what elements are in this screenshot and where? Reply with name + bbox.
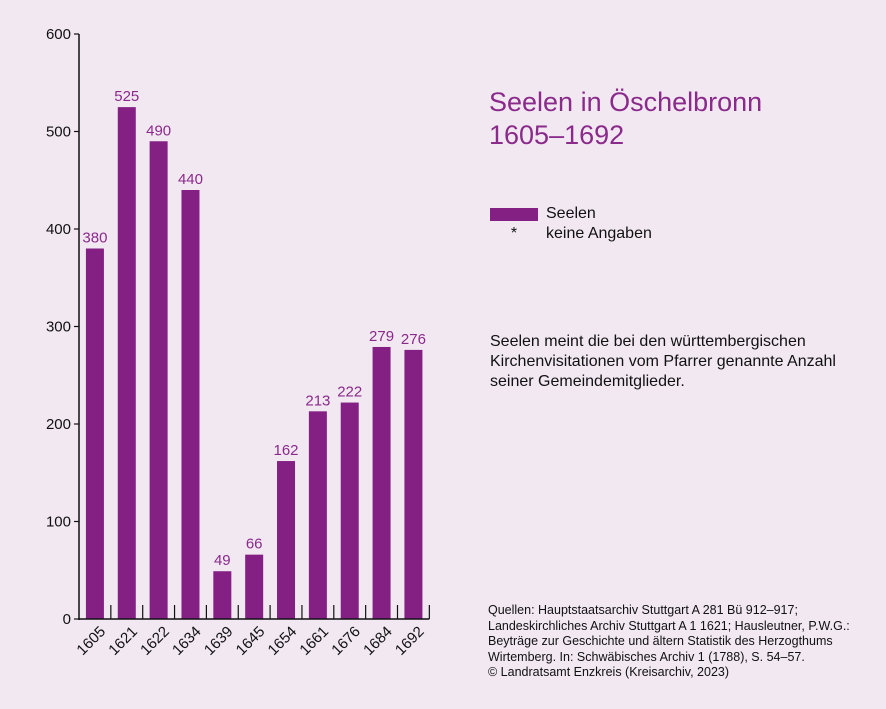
y-tick-label: 100: [46, 514, 71, 531]
y-tick-label: 600: [46, 26, 71, 43]
chart-title-line-2: 1605–1692: [489, 120, 625, 150]
x-tick-label: 1634: [169, 623, 205, 659]
y-tick-label: 0: [63, 611, 71, 628]
source-line: Quellen: Hauptstaatsarchiv Stuttgart A 2…: [488, 603, 798, 617]
y-tick-label: 200: [46, 416, 71, 433]
bar: [149, 141, 168, 619]
x-tick-label: 1639: [201, 623, 237, 659]
legend-item-seelen: Seelen: [490, 204, 652, 224]
bar: [277, 461, 296, 619]
bar: [245, 554, 264, 619]
x-tick-label: 1692: [392, 623, 428, 659]
legend-label-missing: keine Angaben: [546, 225, 652, 242]
bar-value-label: 490: [146, 122, 171, 139]
bar-value-label: 525: [114, 88, 139, 105]
x-tick-label: 1676: [328, 623, 364, 659]
x-tick-label: 1605: [73, 623, 109, 659]
bar-value-label: 49: [214, 552, 231, 569]
bar: [308, 411, 327, 619]
source-line: Wirtemberg. In: Schwäbisches Archiv 1 (1…: [488, 649, 805, 664]
x-tick-label: 1654: [265, 623, 301, 659]
bar-value-label: 66: [246, 536, 263, 553]
bar: [340, 402, 359, 619]
source-line: Beyträge zur Geschichte und ältern Stati…: [488, 634, 833, 649]
sources-block: Quellen: Hauptstaatsarchiv Stuttgart A 2…: [488, 603, 880, 681]
explanatory-note: Seelen meint die bei den württembergisch…: [490, 333, 836, 390]
bar: [213, 571, 232, 619]
chart-title-line-1: Seelen in Öschelbronn: [489, 87, 763, 117]
bar-value-label: 213: [305, 392, 330, 409]
x-tick-label: 1621: [105, 623, 141, 659]
y-tick-label: 500: [46, 124, 71, 141]
x-tick-label: 1661: [296, 623, 332, 659]
x-tick-label: 1645: [233, 623, 269, 659]
source-line: Landeskirchliches Archiv Stuttgart A 1 1…: [488, 618, 850, 633]
bar: [181, 190, 200, 619]
y-tick-label: 400: [46, 221, 71, 238]
legend-label-seelen: Seelen: [546, 205, 596, 222]
bar: [117, 107, 136, 619]
chart-title: Seelen in Öschelbronn 1605–1692: [489, 86, 762, 152]
y-tick-label: 300: [46, 319, 71, 336]
bar-value-label: 279: [369, 328, 394, 345]
bar-value-label: 222: [337, 384, 362, 401]
bar-value-label: 162: [274, 442, 299, 459]
source-line: © Landratsamt Enzkreis (Kreisarchiv, 202…: [488, 665, 730, 680]
legend-swatch: [490, 207, 538, 221]
asterisk-icon: *: [510, 225, 518, 242]
legend: Seelen * keine Angaben: [490, 204, 652, 244]
bar-value-label: 380: [82, 230, 107, 247]
legend-item-missing: * keine Angaben: [490, 224, 652, 244]
x-tick-label: 1684: [360, 623, 396, 659]
bar: [372, 346, 391, 619]
x-tick-label: 1622: [137, 623, 173, 659]
bar-value-label: 440: [178, 171, 203, 188]
bar-value-label: 276: [401, 331, 426, 348]
bar: [85, 248, 104, 619]
bar: [404, 349, 423, 619]
